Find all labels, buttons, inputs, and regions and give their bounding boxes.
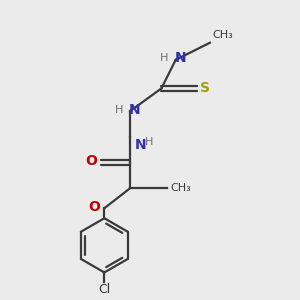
Text: N: N — [129, 103, 140, 117]
Text: O: O — [85, 154, 97, 168]
Text: O: O — [88, 200, 100, 214]
Text: N: N — [174, 51, 186, 65]
Text: Cl: Cl — [98, 283, 110, 296]
Text: H: H — [160, 53, 169, 63]
Text: H: H — [116, 105, 124, 115]
Text: S: S — [200, 81, 210, 95]
Text: H: H — [145, 137, 153, 148]
Text: CH₃: CH₃ — [212, 30, 233, 40]
Text: CH₃: CH₃ — [170, 183, 191, 193]
Text: N: N — [135, 138, 147, 152]
